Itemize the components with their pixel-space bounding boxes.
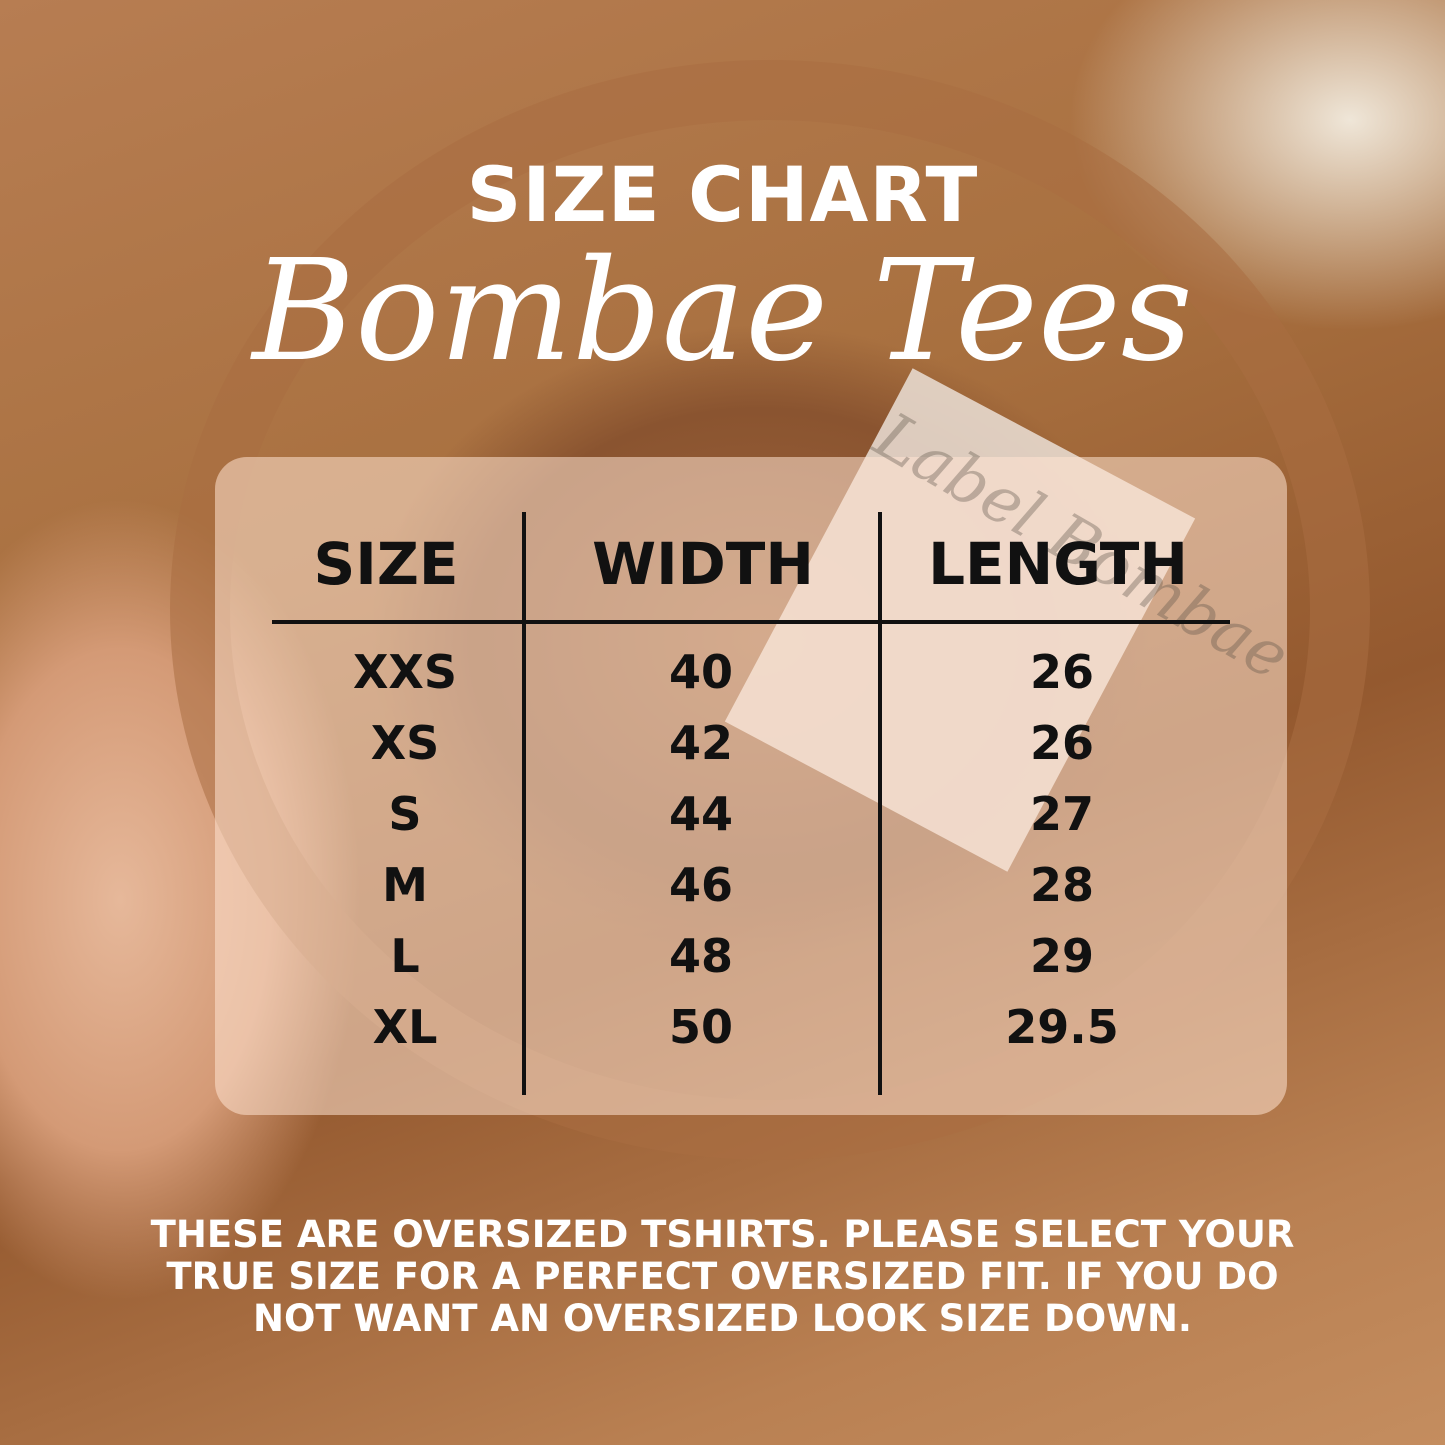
brand-name: Bombae Tees xyxy=(252,230,1193,393)
cell-length: 26 xyxy=(1029,645,1094,699)
cell-length: 28 xyxy=(1029,858,1094,912)
cell-size: XL xyxy=(372,1000,438,1054)
cell-size: M xyxy=(382,858,428,912)
cell-width: 50 xyxy=(668,1000,733,1054)
header-divider xyxy=(272,620,1230,624)
fit-note-line: NOT WANT AN OVERSIZED LOOK SIZE DOWN. xyxy=(253,1297,1192,1340)
cell-size: XXS xyxy=(352,645,458,699)
cell-length: 27 xyxy=(1029,787,1094,841)
header-width: WIDTH xyxy=(592,530,814,598)
fit-note: THESE ARE OVERSIZED TSHIRTS. PLEASE SELE… xyxy=(0,1214,1445,1340)
fit-note-line: TRUE SIZE FOR A PERFECT OVERSIZED FIT. I… xyxy=(166,1255,1279,1298)
cell-length: 29.5 xyxy=(1005,1000,1119,1054)
cell-size: S xyxy=(388,787,422,841)
cell-size: L xyxy=(390,929,420,983)
header-length: LENGTH xyxy=(928,530,1188,598)
cell-width: 46 xyxy=(668,858,733,912)
cell-size: XS xyxy=(370,716,440,770)
page-title: SIZE CHART xyxy=(466,150,979,239)
cell-width: 42 xyxy=(668,716,733,770)
fit-note-line: THESE ARE OVERSIZED TSHIRTS. PLEASE SELE… xyxy=(150,1213,1295,1256)
cell-length: 29 xyxy=(1029,929,1094,983)
cell-width: 48 xyxy=(668,929,733,983)
cell-width: 40 xyxy=(668,645,733,699)
cell-length: 26 xyxy=(1029,716,1094,770)
cell-width: 44 xyxy=(668,787,733,841)
column-divider xyxy=(878,512,882,1095)
size-table-panel xyxy=(215,457,1287,1115)
column-divider xyxy=(522,512,526,1095)
header-size: SIZE xyxy=(313,530,459,598)
